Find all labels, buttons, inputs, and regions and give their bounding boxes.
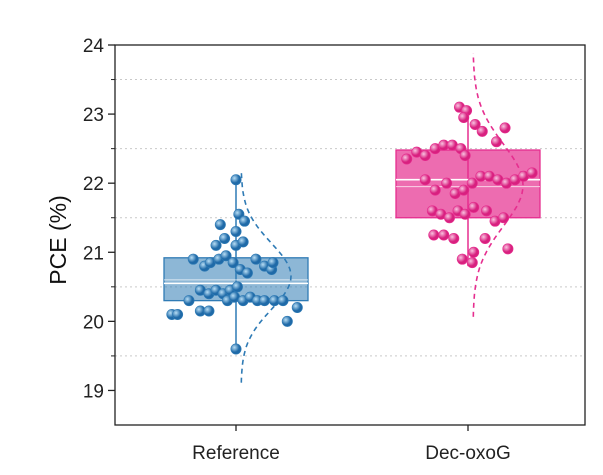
data-point [187,253,199,265]
data-point [230,343,242,355]
data-point [468,201,480,213]
y-tick-label: 24 [83,36,105,57]
data-point [502,243,514,255]
data-point [267,257,279,269]
data-point [214,219,226,231]
data-point [220,250,232,262]
data-point [498,212,510,224]
y-axis-label: PCE (%) [45,195,71,284]
x-category-label: Dec-oxoG [425,443,511,464]
data-point [239,215,251,227]
data-point [459,150,471,162]
data-point [227,257,239,269]
data-point [466,257,478,269]
data-point [476,125,488,137]
x-category-label: Reference [192,443,280,464]
data-point [401,153,413,165]
data-point [448,232,460,244]
data-point [277,295,289,307]
data-point [419,150,431,162]
data-point [237,236,249,248]
data-point [468,246,480,258]
data-point [172,308,184,320]
y-tick-label: 23 [83,105,104,126]
data-point [428,229,440,241]
y-tick-label: 20 [83,312,104,333]
data-point [241,267,253,279]
data-point [490,136,502,148]
data-point [459,208,471,220]
data-point [203,305,215,317]
data-point [479,232,491,244]
data-point [458,184,470,196]
data-point [526,167,538,179]
y-tick-label: 21 [83,243,104,264]
data-point [438,229,450,241]
data-point [481,205,493,217]
plot-frame [114,44,586,426]
data-point [429,184,441,196]
data-point [499,122,511,134]
distribution-curve-0 [240,169,292,383]
data-point [230,226,242,238]
data-point [231,281,243,293]
data-point [219,232,231,244]
data-point [441,177,453,189]
data-point [466,177,478,189]
data-point [281,315,293,327]
y-tick-label: 22 [83,174,104,195]
data-point [210,239,222,251]
data-point [458,112,470,124]
data-point [250,253,262,265]
data-point [230,174,242,186]
distribution-curve-1 [472,53,524,317]
data-point [291,302,303,314]
data-point [258,295,270,307]
data-point [469,118,481,130]
data-point [456,253,468,265]
data-point [443,212,455,224]
data-point [183,295,195,307]
y-tick-label: 19 [83,381,104,402]
data-point [419,174,431,186]
